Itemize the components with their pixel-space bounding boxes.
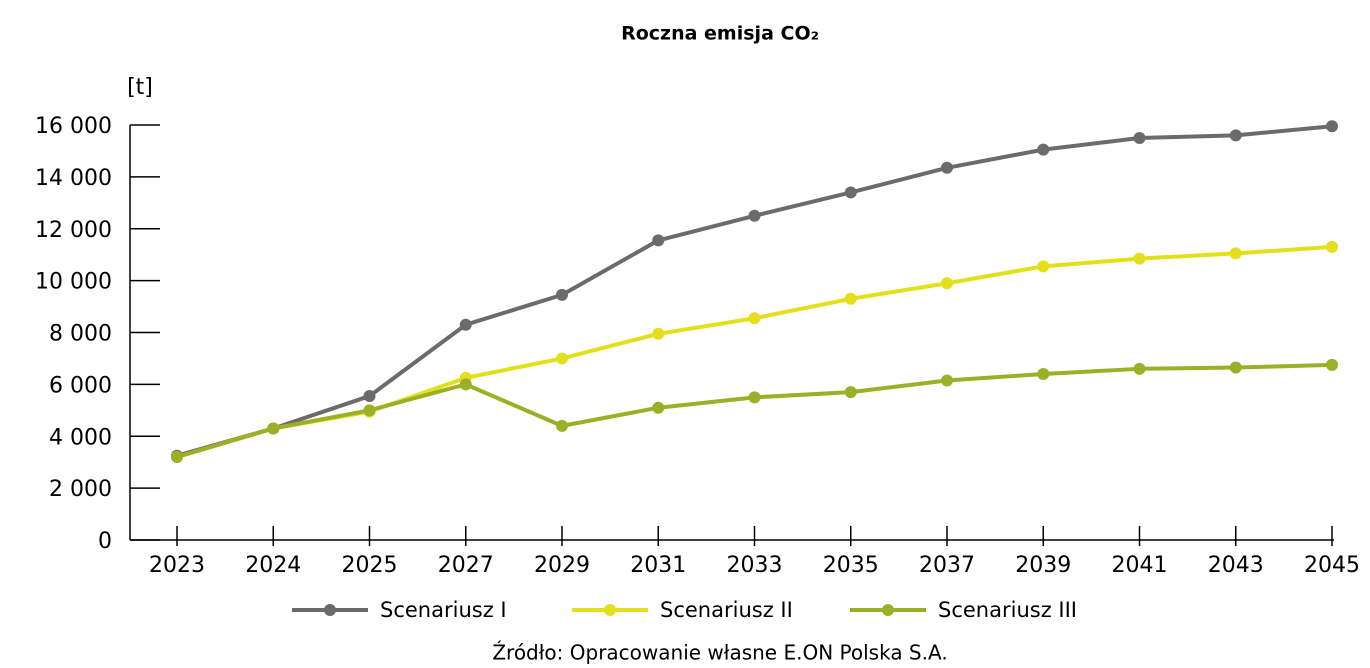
- source: Źródło: Opracowanie własne E.ON Polska S…: [492, 641, 947, 665]
- series-line: [176, 244, 1333, 459]
- x-tick-label: 2029: [534, 553, 590, 578]
- series-point: [1037, 368, 1050, 380]
- series-point: [1229, 361, 1242, 374]
- series-point: [1037, 143, 1050, 156]
- series-point: [1133, 362, 1146, 375]
- y-tick-label: 0: [98, 529, 112, 554]
- series-point: [556, 288, 568, 301]
- x-tick-label: 2043: [1208, 553, 1264, 578]
- series-point: [1326, 120, 1338, 133]
- y-tick-label: 4 000: [49, 425, 112, 450]
- series-point: [363, 390, 376, 403]
- series-point: [459, 318, 472, 331]
- x-tick-label: 2035: [823, 553, 879, 578]
- y-tick-label: 2 000: [49, 477, 112, 502]
- x-tick-label: 2039: [1015, 553, 1071, 578]
- y-tick-label: 14 000: [35, 166, 112, 191]
- series-point: [844, 292, 857, 305]
- series-point: [748, 209, 761, 222]
- series-point: [363, 404, 376, 417]
- series-point: [1037, 260, 1050, 273]
- series-point: [941, 374, 953, 387]
- series-point: [652, 327, 665, 340]
- series-point: [1229, 129, 1242, 142]
- y-tick-label: 8 000: [49, 322, 112, 347]
- series-point: [267, 422, 280, 435]
- series-point: [1133, 252, 1146, 265]
- series-point: [459, 378, 472, 391]
- series-point: [652, 234, 665, 247]
- series-point: [748, 391, 761, 404]
- series-point: [652, 401, 665, 414]
- legend-label: Scenariusz III: [938, 598, 1077, 622]
- series-point: [556, 352, 568, 365]
- x-tick-label: 2045: [1304, 553, 1360, 578]
- x-tick-label: 2041: [1112, 553, 1168, 578]
- series-point: [556, 419, 568, 432]
- x-tick-label: 2024: [245, 553, 301, 578]
- legend-label: Scenariusz I: [380, 598, 507, 622]
- y-tick-label: 10 000: [35, 270, 112, 295]
- y-tick-label: 6 000: [49, 373, 112, 398]
- y-tick-label: 16 000: [35, 114, 112, 139]
- series-line: [176, 362, 1333, 459]
- series-point: [1133, 131, 1146, 144]
- legend-label: Scenariusz II: [660, 598, 793, 622]
- series-point: [844, 186, 857, 199]
- x-tick-label: 2027: [438, 553, 494, 578]
- x-tick-label: 2031: [630, 553, 686, 578]
- chart-title: Roczna emisja CO₂: [621, 23, 819, 45]
- y-axis-label: [t]: [127, 75, 153, 100]
- legend-marker: [604, 604, 616, 616]
- series-point: [941, 277, 953, 290]
- series-point: [1229, 247, 1242, 260]
- y-tick-label: 12 000: [35, 218, 112, 243]
- series-point: [171, 451, 183, 463]
- x-tick-label: 2025: [342, 553, 398, 578]
- series-point: [748, 312, 761, 325]
- legend-marker: [324, 604, 336, 616]
- x-tick-label: 2033: [727, 553, 783, 578]
- series-point: [1326, 358, 1338, 371]
- series-line: [176, 124, 1333, 458]
- series-point: [941, 161, 953, 174]
- x-tick-label: 2037: [919, 553, 975, 578]
- series-point: [1326, 240, 1338, 253]
- series-point: [844, 386, 857, 399]
- legend-marker: [882, 604, 894, 616]
- x-tick-label: 2023: [149, 553, 205, 578]
